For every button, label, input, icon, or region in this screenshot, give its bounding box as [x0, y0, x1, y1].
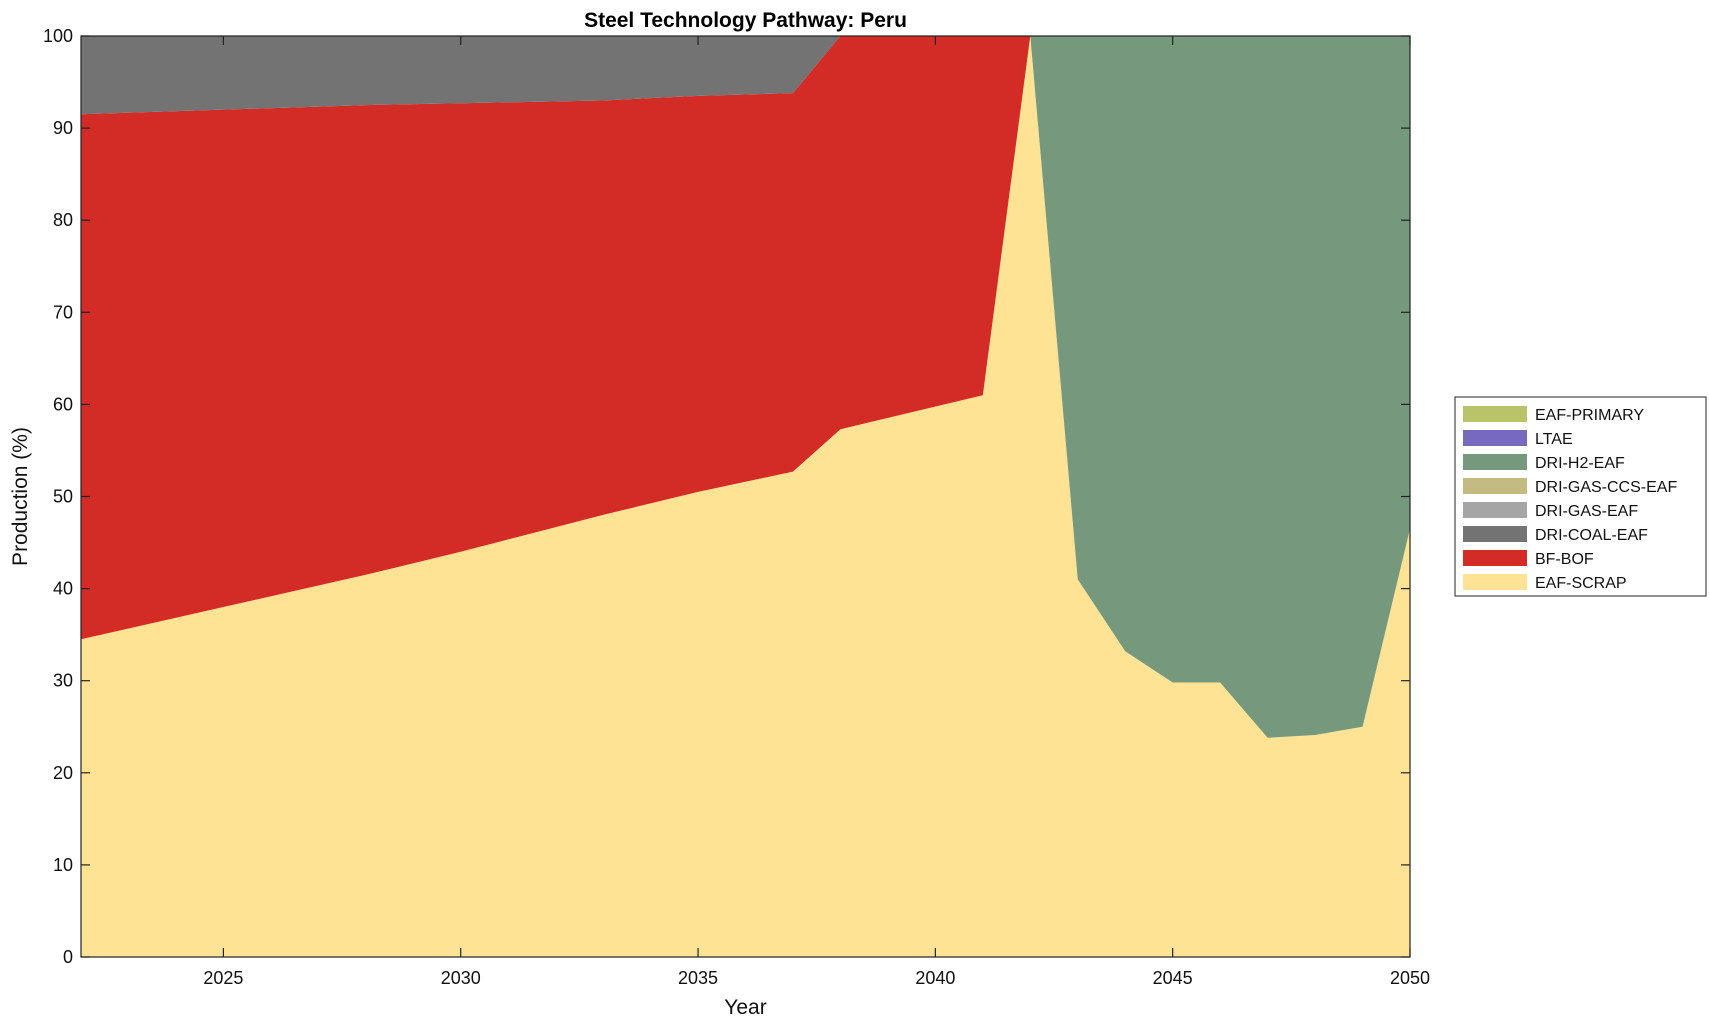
area-eaf-scrap [81, 36, 1410, 957]
legend-label-eaf-primary: EAF-PRIMARY [1535, 407, 1644, 424]
y-tick-label: 50 [53, 487, 73, 507]
x-tick-label: 2045 [1153, 968, 1193, 988]
legend-swatch-dri-gas-ccs-eaf [1463, 478, 1527, 494]
legend-swatch-bf-bof [1463, 550, 1527, 566]
axis-ticks: 2025 2030 2035 2040 2045 20500102030405060708… [43, 26, 1430, 988]
area-dri-h2-eaf [81, 36, 1410, 738]
legend-label-dri-h2-eaf: DRI-H2-EAF [1535, 455, 1625, 472]
legend-label-bf-bof: BF-BOF [1535, 551, 1594, 568]
legend-label-eaf-scrap: EAF-SCRAP [1535, 575, 1627, 592]
legend-swatch-dri-h2-eaf [1463, 454, 1527, 470]
legend-label-dri-gas-ccs-eaf: DRI-GAS-CCS-EAF [1535, 479, 1677, 496]
legend-swatch-eaf-scrap [1463, 574, 1527, 590]
legend-label-dri-gas-eaf: DRI-GAS-EAF [1535, 503, 1638, 520]
area-dri-coal-eaf [81, 36, 1410, 738]
legend-swatch-dri-coal-eaf [1463, 526, 1527, 542]
legend-swatch-eaf-primary [1463, 406, 1527, 422]
y-axis-title: Production (%) [9, 427, 32, 566]
y-tick-label: 70 [53, 302, 73, 322]
y-tick-label: 60 [53, 394, 73, 414]
x-axis-title: Year [724, 996, 766, 1019]
y-tick-label: 100 [43, 26, 73, 46]
y-tick-label: 10 [53, 855, 73, 875]
y-tick-label: 0 [63, 947, 73, 967]
y-tick-label: 30 [53, 671, 73, 691]
x-tick-label: 2035 [678, 968, 718, 988]
legend-swatch-ltae [1463, 430, 1527, 446]
x-tick-label: 2050 [1390, 968, 1430, 988]
y-tick-label: 20 [53, 763, 73, 783]
area-bf-bof [81, 36, 1410, 738]
x-tick-label: 2025 [203, 968, 243, 988]
legend-swatch-dri-gas-eaf [1463, 502, 1527, 518]
x-tick-label: 2030 [441, 968, 481, 988]
chart-title: Steel Technology Pathway: Peru [584, 9, 907, 32]
areas-layer [81, 36, 1410, 957]
x-tick-label: 2040 [915, 968, 955, 988]
legend-label-ltae: LTAE [1535, 431, 1573, 448]
y-tick-label: 80 [53, 210, 73, 230]
y-tick-label: 40 [53, 579, 73, 599]
y-tick-label: 90 [53, 118, 73, 138]
legend: EAF-PRIMARY LTAE DRI-H2-EAF DRI-GAS-CCS-EAF… [1454, 396, 1707, 597]
legend-label-dri-coal-eaf: DRI-COAL-EAF [1535, 527, 1648, 544]
